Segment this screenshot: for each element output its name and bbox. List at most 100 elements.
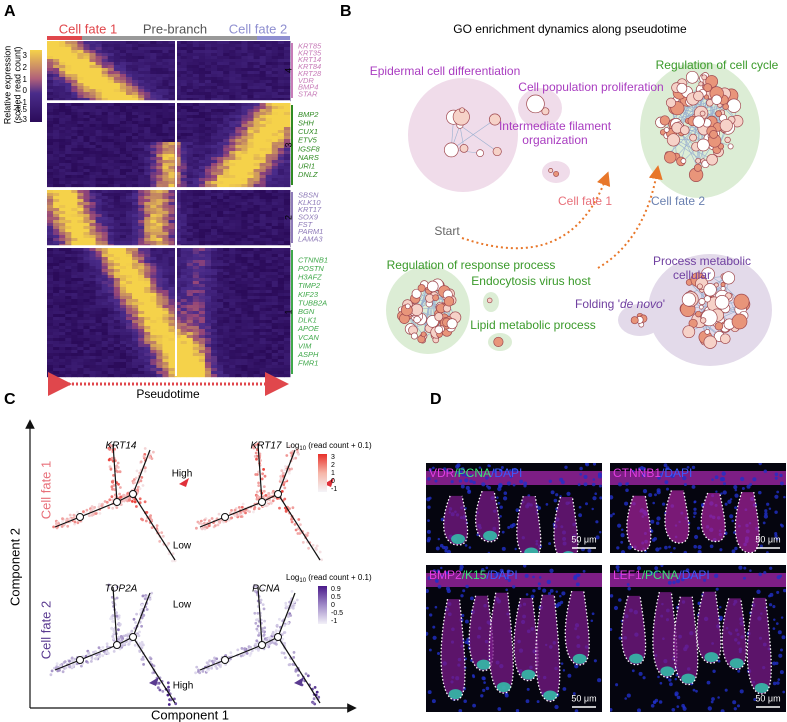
- heatmap-cell: [271, 278, 279, 282]
- heatmap-cell: [283, 145, 291, 149]
- heatmap-cell: [65, 260, 72, 264]
- heatmap-cell: [53, 290, 60, 294]
- heatmap-cell: [95, 238, 103, 242]
- heatmap-cell: [162, 332, 169, 336]
- heatmap-cell: [247, 220, 254, 224]
- heatmap-cell: [95, 347, 103, 351]
- heatmap-cell: [247, 368, 254, 372]
- network-node: [700, 317, 707, 324]
- heatmap-cell: [253, 202, 261, 206]
- heatmap-cell: [168, 133, 175, 137]
- heatmap-cell: [229, 353, 236, 357]
- heatmap-cell: [217, 184, 224, 188]
- heatmap-cell: [71, 238, 78, 242]
- heatmap-cell: [156, 77, 163, 81]
- heatmap-cell: [65, 106, 72, 110]
- heatmap-cell: [259, 362, 267, 366]
- heatmap-cell: [204, 65, 212, 69]
- heatmap-cell: [235, 142, 242, 146]
- heatmap-cell: [150, 317, 157, 321]
- heatmap-cell: [53, 293, 60, 297]
- heatmap-cell: [65, 238, 72, 242]
- heatmap-cell: [71, 115, 78, 119]
- heatmap-cell: [156, 365, 163, 369]
- heatmap-cell: [229, 238, 236, 242]
- heatmap-cell: [113, 254, 121, 258]
- heatmap-cell: [277, 157, 285, 161]
- heatmap-cell: [144, 226, 151, 230]
- heatmap-cell: [150, 169, 157, 173]
- heatmap-cell: [235, 205, 242, 209]
- heatmap-cell: [144, 362, 151, 366]
- heatmap-cell: [71, 95, 78, 99]
- heatmap-cell: [77, 208, 84, 212]
- heatmap-cell: [53, 133, 60, 137]
- network-node: [727, 143, 734, 150]
- heatmap-cell: [271, 374, 279, 378]
- heatmap-cell: [144, 47, 151, 51]
- heatmap-cell: [132, 205, 139, 209]
- heatmap-cell: [107, 332, 115, 336]
- heatmap-cell: [211, 130, 218, 134]
- heatmap-cell: [223, 98, 230, 102]
- heatmap-cell: [198, 142, 206, 146]
- heatmap-cell: [125, 350, 133, 354]
- heatmap-cell: [283, 266, 291, 270]
- heatmap-cell: [211, 302, 218, 306]
- heatmap-cell: [283, 305, 291, 309]
- heatmap-cell: [247, 56, 254, 60]
- heatmap-cell: [150, 95, 157, 99]
- heatmap-cell: [71, 124, 78, 128]
- heatmap-cell: [65, 71, 72, 75]
- heatmap-cell: [77, 338, 84, 342]
- heatmap-cell: [71, 235, 78, 239]
- heatmap-cell: [144, 118, 151, 122]
- heatmap-cell: [241, 362, 248, 366]
- heatmap-cell: [253, 226, 261, 230]
- heatmap-cell: [204, 175, 212, 179]
- heatmap-cell: [125, 226, 133, 230]
- heatmap-cell: [144, 199, 151, 203]
- heatmap-cell: [259, 248, 267, 252]
- heatmap-cell: [113, 323, 121, 327]
- heatmap-cell: [192, 184, 200, 188]
- heatmap-cell: [59, 86, 66, 90]
- heatmap-cell: [253, 142, 261, 146]
- heatmap-cell: [144, 254, 151, 258]
- heatmap-cell: [211, 92, 218, 96]
- heatmap-cell: [77, 86, 84, 90]
- heatmap-cell: [229, 290, 236, 294]
- heatmap-cell: [59, 92, 66, 96]
- heatmap-cell: [138, 374, 145, 378]
- heatmap-cell: [71, 362, 78, 366]
- heatmap-cell: [241, 308, 248, 312]
- heatmap-cell: [125, 106, 133, 110]
- heatmap-cell: [71, 130, 78, 134]
- heatmap-cell: [229, 257, 236, 261]
- heatmap-cell: [47, 217, 54, 221]
- heatmap-cell: [223, 299, 230, 303]
- heatmap-cell: [77, 296, 84, 300]
- heatmap-cell: [174, 160, 182, 164]
- cluster-number: 4: [283, 68, 293, 73]
- heatmap-cell: [271, 235, 279, 239]
- heatmap-cell: [168, 272, 175, 276]
- heatmap-cell: [138, 341, 145, 345]
- heatmap-cell: [168, 163, 175, 167]
- heatmap-cell: [138, 175, 145, 179]
- heatmap-cell: [144, 308, 151, 312]
- gene-label: DLK1: [298, 316, 317, 325]
- heatmap-cell: [259, 142, 267, 146]
- heatmap-cell: [265, 278, 273, 282]
- heatmap-cell: [283, 172, 291, 176]
- heatmap-cell: [156, 202, 163, 206]
- heatmap-cell: [77, 284, 84, 288]
- heatmap-cell: [277, 148, 285, 152]
- heatmap-cell: [144, 350, 151, 354]
- heatmap-cell: [204, 311, 212, 315]
- heatmap-cell: [95, 353, 103, 357]
- heatmap-cell: [204, 151, 212, 155]
- heatmap-cell: [144, 305, 151, 309]
- heatmap-cell: [223, 77, 230, 81]
- heatmap-cell: [95, 148, 103, 152]
